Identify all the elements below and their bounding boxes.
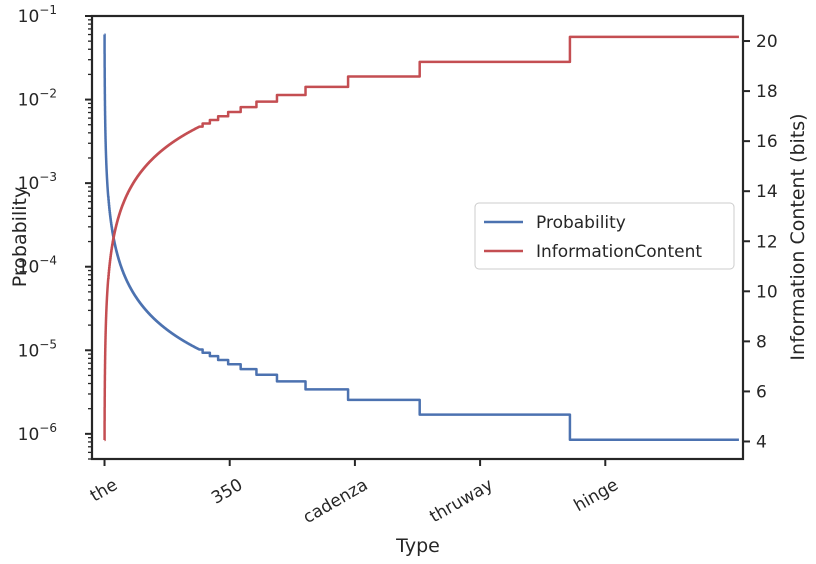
series-line-information-content [103, 35, 740, 442]
plot-area [103, 33, 740, 442]
right-y-axis-label: Information Content (bits) [787, 113, 809, 360]
left-y-tick-label: 10−4 [18, 254, 57, 278]
legend: Probability InformationContent [474, 202, 735, 270]
axes-frame [90, 14, 745, 461]
left-y-axis-label: Probability [9, 187, 31, 287]
left-y-tick-label: 10−5 [18, 337, 57, 361]
right-y-tick-label: 18 [756, 82, 778, 102]
right-y-tick-label: 16 [756, 132, 778, 152]
left-y-tick-label: 10−1 [18, 3, 57, 27]
series-line-probability [103, 33, 740, 441]
right-y-tick-label: 6 [756, 382, 767, 402]
right-y-tick-label: 4 [756, 432, 767, 452]
legend-label-probability: Probability [536, 213, 626, 233]
legend-box [474, 202, 735, 270]
right-y-tick-label: 8 [756, 332, 767, 352]
plot-frame [90, 14, 745, 461]
right-y-tick-label: 10 [756, 282, 778, 302]
axis-labels: Type Probability Information Content (bi… [9, 113, 809, 557]
legend-label-information-content: InformationContent [536, 242, 702, 262]
right-y-tick-label: 12 [756, 232, 778, 252]
left-y-tick-label: 10−6 [18, 421, 57, 445]
left-y-tick-label: 10−2 [18, 87, 57, 111]
right-y-tick-label: 14 [756, 182, 778, 202]
right-y-tick-label: 20 [756, 32, 778, 52]
left-y-tick-label: 10−3 [18, 170, 57, 194]
x-axis-label: Type [395, 535, 440, 557]
